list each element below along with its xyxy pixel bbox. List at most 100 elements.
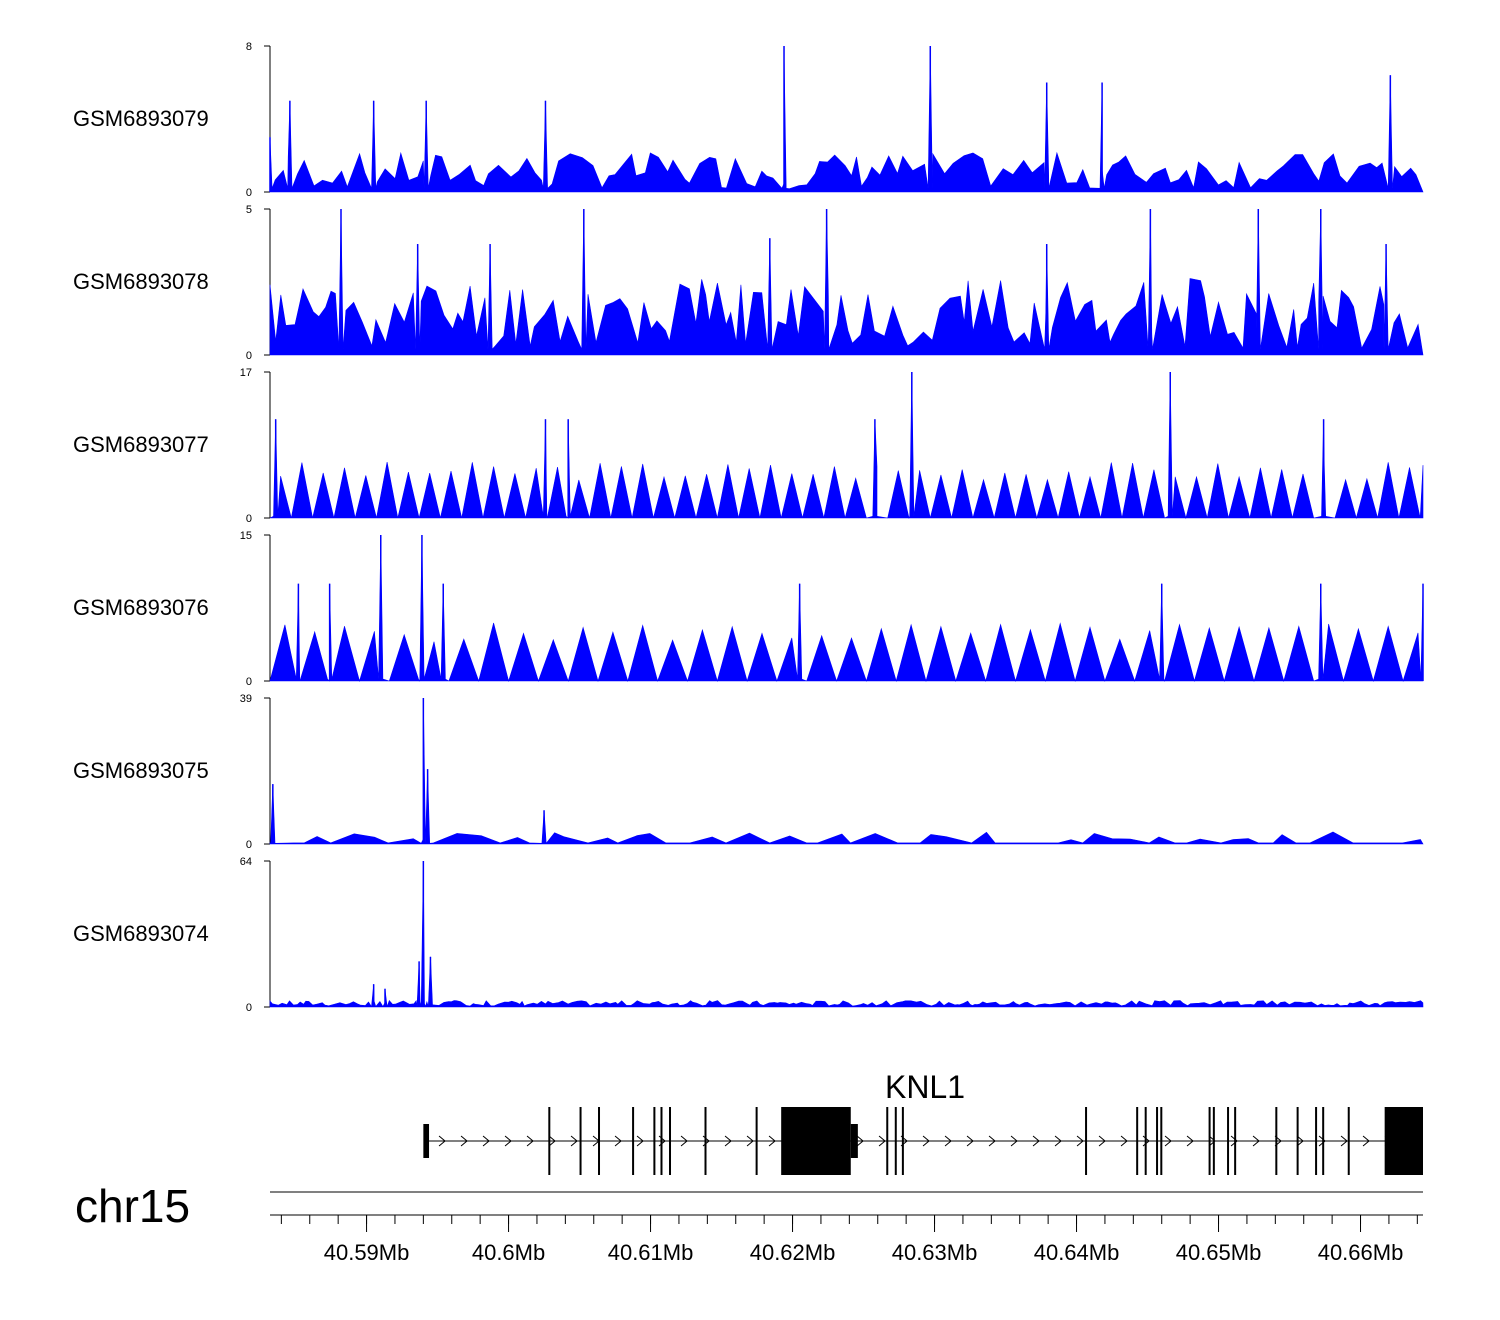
strand-arrow: [504, 1135, 512, 1147]
x-tick-label-6: 40.65Mb: [1176, 1240, 1262, 1265]
x-tick-label-3: 40.62Mb: [750, 1240, 836, 1265]
exon-0: [423, 1124, 430, 1158]
strand-arrow: [1054, 1135, 1062, 1147]
strand-arrow: [988, 1135, 996, 1147]
y-tick-min-label: 0: [246, 676, 252, 688]
signal-area: [269, 45, 1424, 193]
strand-arrow: [438, 1135, 446, 1147]
y-tick-min-label: 0: [246, 839, 252, 851]
strand-arrow: [1362, 1135, 1370, 1147]
exon-6: [660, 1107, 663, 1175]
strand-arrow: [636, 1135, 644, 1147]
strand-arrow: [1186, 1135, 1194, 1147]
x-tick-label-0: 40.59Mb: [324, 1240, 410, 1265]
y-tick-min-label: 0: [246, 350, 252, 362]
strand-arrow: [724, 1135, 732, 1147]
exon-11: [850, 1124, 858, 1158]
strand-arrow: [570, 1135, 578, 1147]
track-label: GSM6893074: [73, 921, 209, 946]
exon-23: [1234, 1107, 1237, 1175]
signal-tracks: GSM689307980GSM689307850GSM6893077170GSM…: [73, 41, 1424, 1014]
exon-5: [653, 1107, 656, 1175]
x-tick-label-5: 40.64Mb: [1034, 1240, 1120, 1265]
y-tick-max-label: 17: [240, 367, 252, 379]
strand-arrow: [1032, 1135, 1040, 1147]
exon-8: [704, 1107, 707, 1175]
track-GSM6893076: GSM6893076 15 0: [73, 530, 1424, 688]
strand-arrow: [1252, 1135, 1260, 1147]
strand-arrow: [1098, 1135, 1106, 1147]
y-tick-max-label: 39: [240, 693, 252, 705]
y-tick-max-label: 15: [240, 530, 252, 542]
exon-4: [632, 1107, 635, 1175]
exon-24: [1275, 1107, 1278, 1175]
strand-arrow: [1010, 1135, 1018, 1147]
exon-16: [1136, 1107, 1139, 1175]
exon-29: [1384, 1107, 1423, 1175]
chromosome-label: chr15: [75, 1180, 190, 1232]
strand-arrow: [1120, 1135, 1128, 1147]
exon-21: [1212, 1107, 1215, 1175]
strand-arrow: [878, 1135, 886, 1147]
track-label: GSM6893078: [73, 269, 209, 294]
y-tick-min-label: 0: [246, 187, 252, 199]
exon-22: [1227, 1107, 1230, 1175]
exon-15: [1085, 1107, 1088, 1175]
exon-14: [901, 1107, 904, 1175]
exon-20: [1208, 1107, 1211, 1175]
track-GSM6893077: GSM6893077 17 0: [73, 367, 1424, 525]
exon-13: [894, 1107, 897, 1175]
strand-arrow: [746, 1135, 754, 1147]
exon-28: [1347, 1107, 1350, 1175]
exon-7: [669, 1107, 672, 1175]
strand-arrow: [1340, 1135, 1348, 1147]
y-tick-max-label: 5: [246, 204, 252, 216]
strand-arrow: [1164, 1135, 1172, 1147]
track-GSM6893078: GSM6893078 5 0: [73, 204, 1424, 362]
y-tick-min-label: 0: [246, 1002, 252, 1014]
strand-arrow: [768, 1135, 776, 1147]
strand-arrow: [614, 1135, 622, 1147]
strand-arrow: [460, 1135, 468, 1147]
track-GSM6893074: GSM6893074 64 0: [73, 856, 1424, 1014]
strand-arrow: [1208, 1135, 1216, 1147]
exon-18: [1156, 1107, 1159, 1175]
strand-arrow: [1230, 1135, 1238, 1147]
strand-arrow: [548, 1135, 556, 1147]
exon-27: [1322, 1107, 1325, 1175]
strand-arrow: [856, 1135, 864, 1147]
x-tick-label-1: 40.6Mb: [472, 1240, 545, 1265]
strand-arrow: [526, 1135, 534, 1147]
exon-25: [1296, 1107, 1299, 1175]
exon-1: [548, 1107, 551, 1175]
exon-10: [781, 1107, 851, 1175]
signal-area: [269, 371, 1424, 520]
strand-arrow: [1318, 1135, 1326, 1147]
y-tick-max-label: 8: [246, 41, 252, 53]
track-GSM6893079: GSM6893079 8 0: [73, 41, 1424, 199]
track-label: GSM6893079: [73, 106, 209, 131]
x-tick-label-4: 40.63Mb: [892, 1240, 978, 1265]
signal-area: [269, 534, 1424, 683]
exon-26: [1315, 1107, 1318, 1175]
strand-arrow: [944, 1135, 952, 1147]
strand-arrow: [680, 1135, 688, 1147]
track-label: GSM6893075: [73, 758, 209, 783]
x-tick-label-7: 40.66Mb: [1318, 1240, 1404, 1265]
track-label: GSM6893077: [73, 432, 209, 457]
track-label: GSM6893076: [73, 595, 209, 620]
y-tick-max-label: 64: [240, 856, 252, 868]
gene-name-label: KNL1: [885, 1069, 965, 1105]
genome-axis: chr15 40.59Mb 40.6Mb 40.61Mb 40.62Mb 40.63Mb…: [75, 1180, 1423, 1265]
strand-arrow: [966, 1135, 974, 1147]
exon-17: [1144, 1107, 1147, 1175]
gene-track: KNL1: [423, 1069, 1423, 1175]
signal-area: [269, 208, 1424, 356]
y-tick-min-label: 0: [246, 513, 252, 525]
exon-19: [1160, 1107, 1163, 1175]
exon-3: [598, 1107, 601, 1175]
strand-arrow: [922, 1135, 930, 1147]
exon-9: [755, 1107, 758, 1175]
strand-arrow: [1076, 1135, 1084, 1147]
